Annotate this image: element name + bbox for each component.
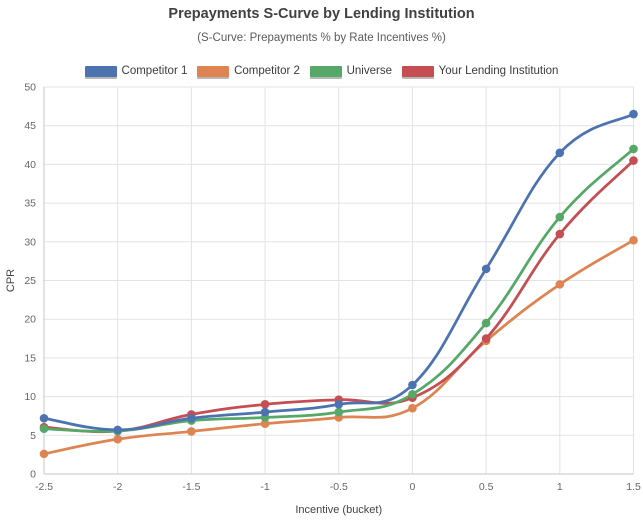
svg-text:1: 1 (557, 481, 563, 493)
svg-text:5: 5 (30, 430, 36, 442)
svg-text:40: 40 (24, 159, 36, 171)
svg-text:CPR: CPR (5, 269, 17, 292)
svg-text:Incentive (bucket): Incentive (bucket) (295, 504, 382, 516)
svg-text:0: 0 (30, 469, 36, 481)
svg-text:30: 30 (24, 236, 36, 248)
svg-text:20: 20 (24, 314, 36, 326)
svg-text:-1: -1 (260, 481, 269, 493)
svg-text:1.5: 1.5 (626, 481, 641, 493)
svg-text:15: 15 (24, 352, 36, 364)
svg-text:-0.5: -0.5 (330, 481, 348, 493)
svg-text:-2.5: -2.5 (35, 481, 53, 493)
svg-text:25: 25 (24, 275, 36, 287)
svg-text:35: 35 (24, 198, 36, 210)
svg-text:-1.5: -1.5 (182, 481, 200, 493)
svg-text:50: 50 (24, 82, 36, 94)
svg-text:0.5: 0.5 (479, 481, 494, 493)
svg-text:10: 10 (24, 391, 36, 403)
svg-text:0: 0 (410, 481, 416, 493)
svg-text:-2: -2 (113, 481, 122, 493)
svg-text:45: 45 (24, 120, 36, 132)
